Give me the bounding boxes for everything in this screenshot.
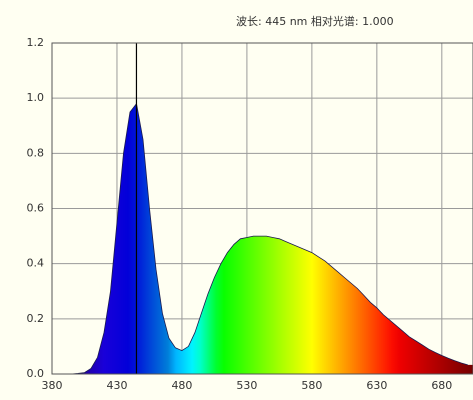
x-tick-label: 530 [236, 379, 257, 392]
x-tick-label: 630 [366, 379, 387, 392]
y-tick-label: 0.4 [27, 257, 45, 270]
y-tick-label: 0.6 [27, 202, 45, 215]
y-tick-label: 1.0 [27, 91, 45, 104]
spectrum-area [52, 103, 473, 374]
x-tick-label: 380 [42, 379, 63, 392]
header-readout: 波长: 445 nm 相对光谱: 1.000 [236, 14, 394, 28]
x-tick-label: 480 [171, 379, 192, 392]
x-tick-label: 430 [106, 379, 127, 392]
spectrum-line [52, 102, 468, 375]
y-tick-label: 0.2 [27, 312, 45, 325]
y-tick-label: 1.2 [27, 36, 45, 49]
y-tick-label: 0.8 [27, 146, 45, 159]
plot-frame [51, 42, 473, 375]
x-tick-label: 680 [431, 379, 452, 392]
x-tick-label: 580 [301, 379, 322, 392]
y-tick-label: 0.0 [27, 367, 45, 380]
